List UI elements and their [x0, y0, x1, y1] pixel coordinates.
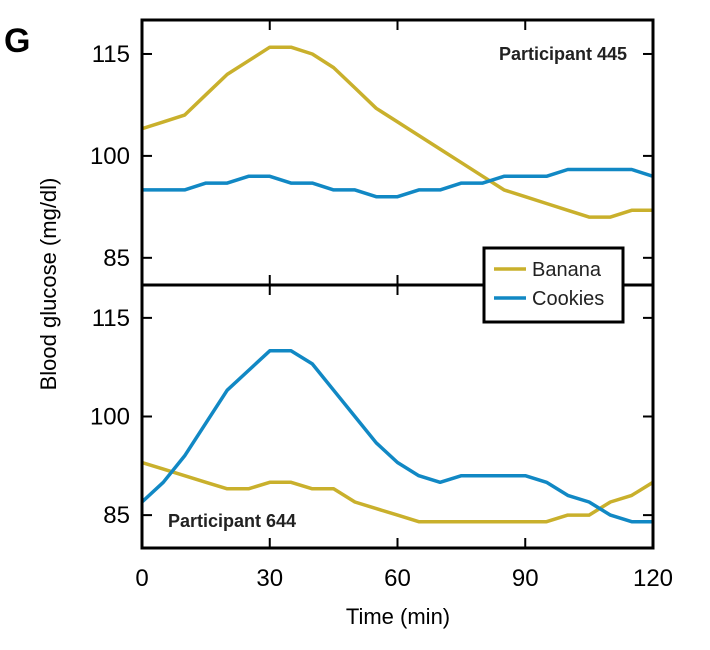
series-line-banana-bottom — [142, 460, 653, 524]
series-line-banana-top — [142, 45, 653, 219]
y-tick-label: 115 — [92, 305, 130, 332]
series-line-cookies-top — [142, 167, 653, 199]
y-tick-label: 85 — [103, 245, 130, 272]
y-tick-label: 115 — [92, 41, 130, 68]
x-tick-label: 0 — [135, 565, 148, 592]
y-tick-label: 85 — [103, 502, 130, 529]
x-tick-label: 30 — [256, 565, 283, 592]
x-tick-label: 90 — [512, 565, 539, 592]
annotation-participant-644: Participant 644 — [168, 511, 296, 531]
series-line-cookies-bottom — [142, 349, 653, 524]
bottom-panel: 85 100 115 — [90, 305, 653, 529]
legend: Banana Cookies — [482, 246, 625, 324]
legend-label-banana: Banana — [532, 259, 602, 281]
y-tick-label: 100 — [90, 404, 130, 431]
x-tick-label: 60 — [384, 565, 411, 592]
y-axis-label: Blood glucose (mg/dl) — [36, 178, 61, 391]
axes: 0 30 60 90 120 — [135, 18, 673, 592]
x-axis-label: Time (min) — [346, 604, 450, 629]
legend-box — [482, 246, 625, 324]
panel-letter: G — [4, 22, 30, 60]
y-tick-label: 100 — [90, 143, 130, 170]
annotation-participant-445: Participant 445 — [499, 44, 627, 64]
top-panel: 85 100 115 — [90, 41, 653, 272]
x-tick-label: 120 — [633, 565, 673, 592]
legend-label-cookies: Cookies — [532, 288, 604, 310]
